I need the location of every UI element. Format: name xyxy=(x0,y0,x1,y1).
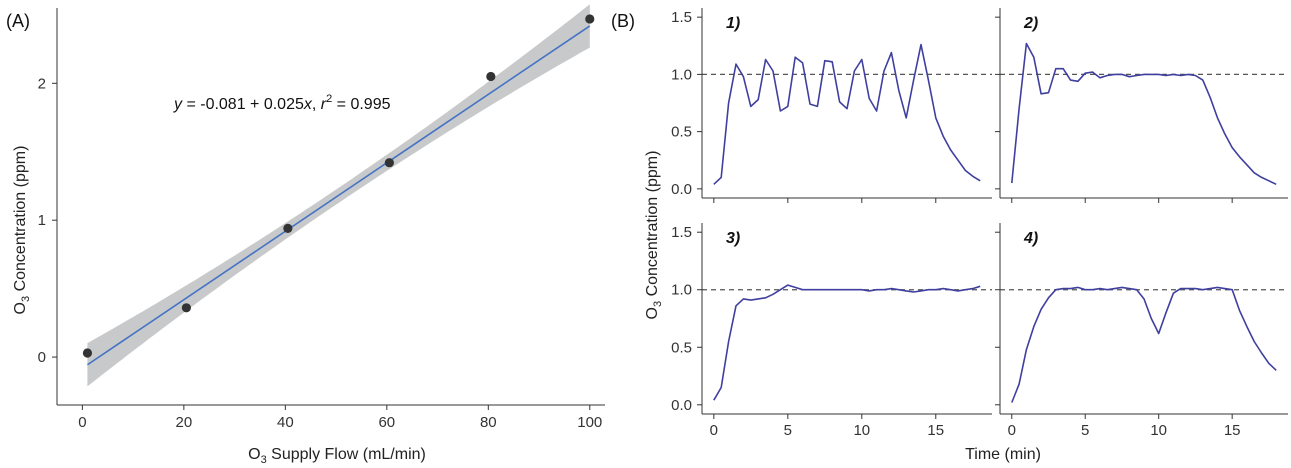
x-tick-label: 0 xyxy=(710,422,718,439)
concentration-line xyxy=(714,45,980,185)
data-point xyxy=(283,224,292,233)
x-tick-label: 20 xyxy=(176,414,193,431)
data-point xyxy=(83,348,92,357)
facet-label: 2) xyxy=(1023,15,1038,32)
y-tick-label: 0.5 xyxy=(671,339,692,356)
y-tick-label: 1.5 xyxy=(671,224,692,241)
facet-label: 4) xyxy=(1023,230,1038,247)
eq-r-value: = 0.995 xyxy=(332,96,390,113)
facet-label: 1) xyxy=(726,15,740,32)
panel-a-chart: 0 20 40 60 80 100 0 1 2 y = -0.081 + 0.025x, r2 … xyxy=(12,4,605,466)
regression-equation: y = -0.081 + 0.025x, r2 = 0.995 xyxy=(173,93,391,113)
facet-2: 2) xyxy=(995,8,1288,203)
y-tick-label: 0 xyxy=(38,349,46,366)
data-point xyxy=(182,303,191,312)
eq-body: = -0.081 + 0.025 xyxy=(182,96,304,113)
y-tick-label: 1.5 xyxy=(671,9,692,26)
y-tick-label: 1.0 xyxy=(671,282,692,299)
y-tick-label: 1 xyxy=(38,212,46,229)
x-tick-label: 0 xyxy=(1008,422,1016,439)
concentration-line xyxy=(714,285,980,400)
y-axis-title: O3 Concentration (ppm) xyxy=(12,146,32,315)
x-tick-label: 15 xyxy=(927,422,944,439)
y-tick-label: 0.0 xyxy=(671,397,692,414)
facet-1: 0.0 0.5 1.0 1.5 1) xyxy=(671,8,992,203)
facet-label: 3) xyxy=(726,230,740,247)
x-tick-label: 10 xyxy=(853,422,870,439)
panel-b-tag: (B) xyxy=(611,11,635,31)
concentration-line xyxy=(1012,287,1276,402)
y-tick-label: 2 xyxy=(38,75,46,92)
x-tick-label: 100 xyxy=(577,414,602,431)
panel-a-tag: (A) xyxy=(6,11,30,31)
x-axis-title-b: Time (min) xyxy=(965,446,1041,463)
x-tick-label: 5 xyxy=(784,422,792,439)
x-tick-label: 10 xyxy=(1150,422,1167,439)
eq-sep: , xyxy=(312,96,321,113)
y-tick-label: 1.0 xyxy=(671,66,692,83)
x-tick-label: 40 xyxy=(277,414,294,431)
y-tick-label: 0.5 xyxy=(671,124,692,141)
x-tick-label: 0 xyxy=(78,414,86,431)
panel-b-chart: 0.0 0.5 1.0 1.5 1) 2) 0 5 10 15 0.0 0.5 1.0 1.5 3) 0 5 10… xyxy=(671,8,1288,439)
facet-4: 0 5 10 15 4) xyxy=(995,223,1288,439)
x-tick-label: 60 xyxy=(378,414,395,431)
concentration-line xyxy=(1012,44,1276,185)
x-axis-title: O3 Supply Flow (mL/min) xyxy=(248,446,426,466)
data-point xyxy=(585,14,594,23)
x-tick-label: 80 xyxy=(480,414,497,431)
regression-line xyxy=(87,26,589,365)
data-point xyxy=(385,158,394,167)
facet-3: 0 5 10 15 0.0 0.5 1.0 1.5 3) xyxy=(671,223,992,439)
x-tick-label: 5 xyxy=(1081,422,1089,439)
x-tick-label: 15 xyxy=(1224,422,1241,439)
y-axis-title-b: O3 Concentration (ppm) xyxy=(644,151,664,320)
data-point xyxy=(486,72,495,81)
tick-labels: 0 20 40 60 80 100 0 1 2 xyxy=(38,75,603,431)
y-tick-label: 0.0 xyxy=(671,181,692,198)
